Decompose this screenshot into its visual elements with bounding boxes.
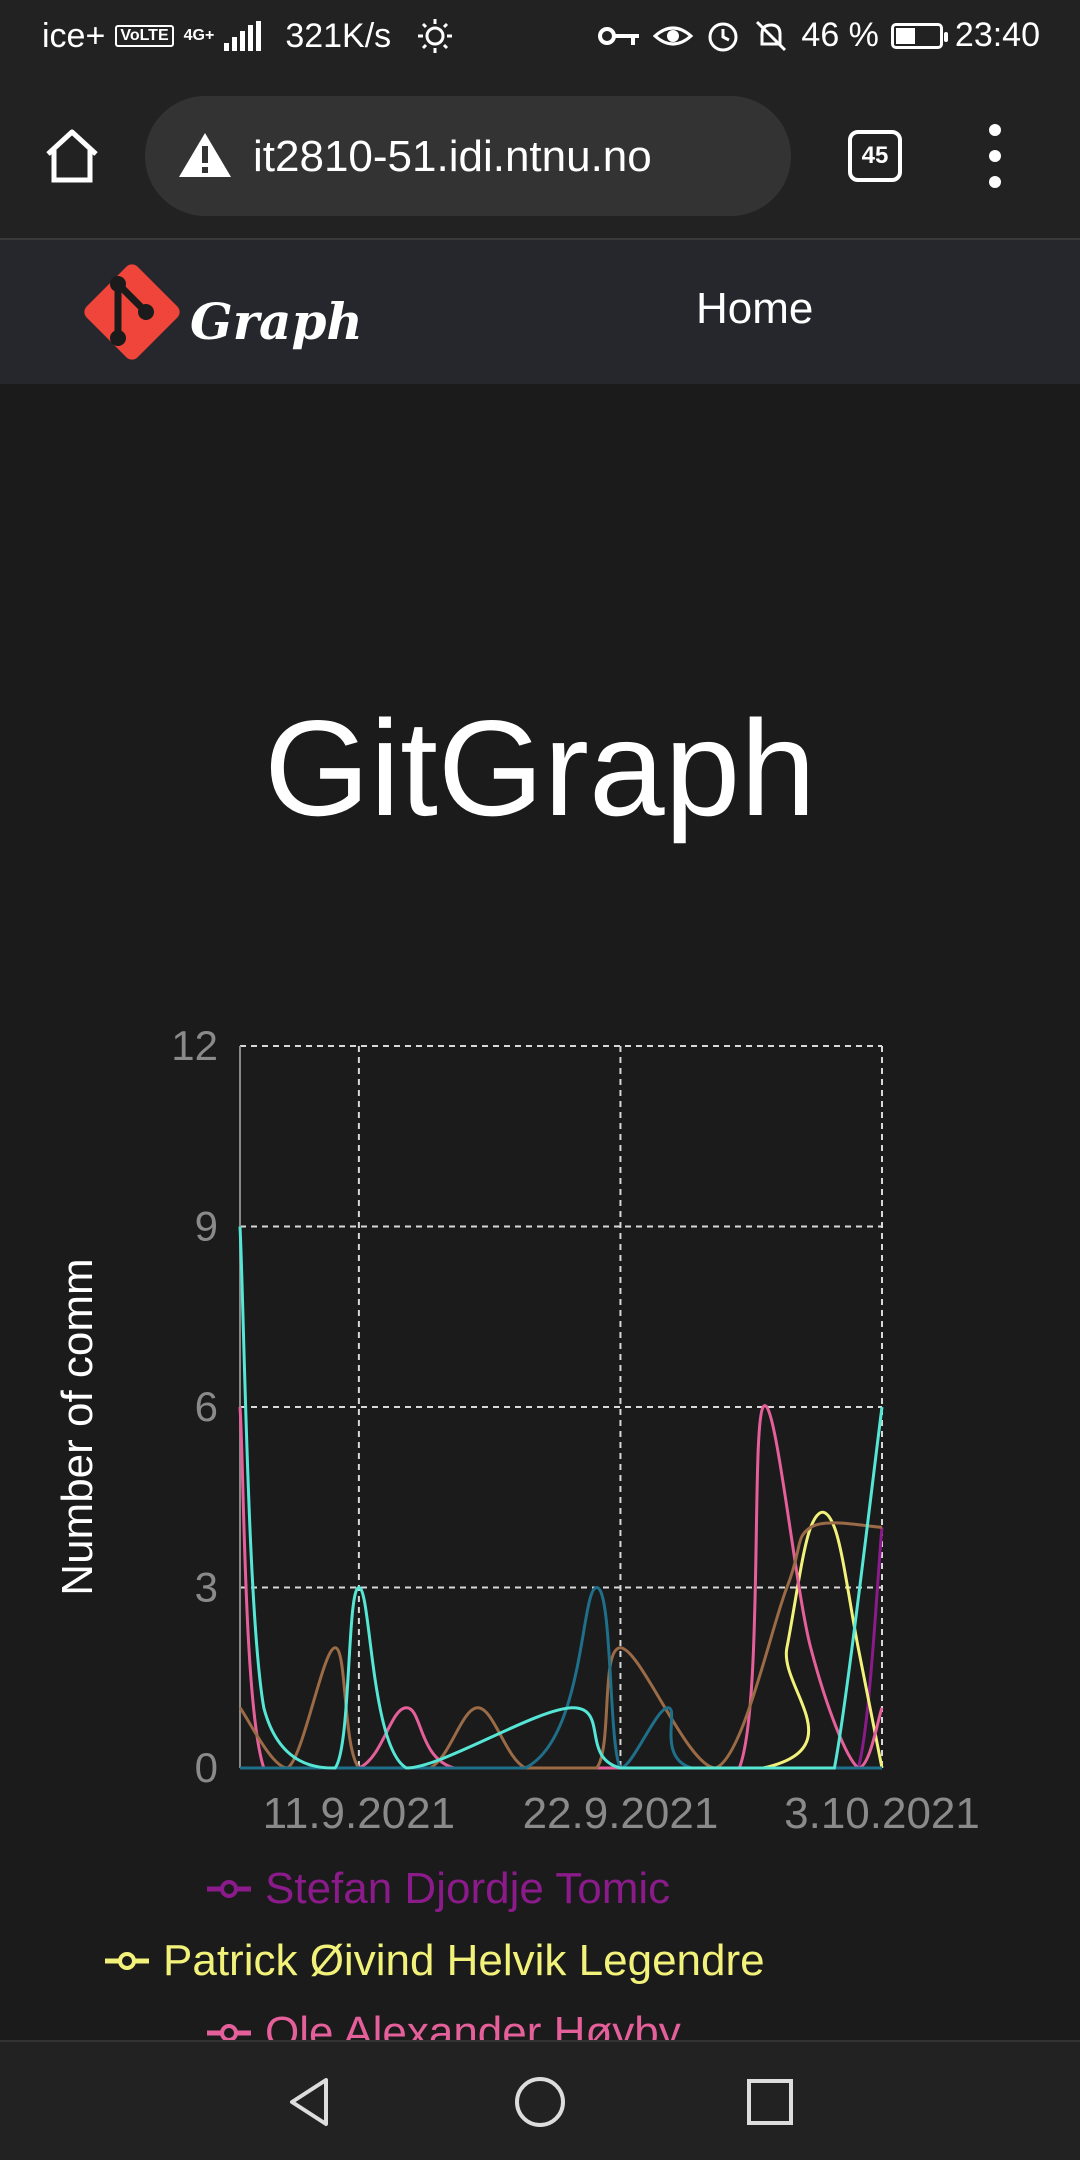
y-tick-label: 12 [171, 1022, 218, 1069]
y-tick-label: 0 [195, 1744, 218, 1791]
system-navbar [0, 2040, 1080, 2160]
nav-home-link[interactable]: Home [696, 284, 814, 333]
battery-icon [890, 22, 948, 49]
logo-text[interactable]: Graph [190, 292, 363, 351]
brightness-icon [418, 19, 453, 53]
legend-marker-icon [105, 1952, 149, 1970]
app-navbar: Graph Home [0, 240, 1080, 384]
address-bar[interactable]: it2810-51.idi.ntnu.no [145, 96, 791, 216]
y-tick-label: 6 [195, 1383, 218, 1430]
legend-item[interactable]: Patrick Øivind Helvik Legendre [103, 1936, 765, 1986]
volte-badge: VoLTE [115, 25, 174, 47]
legend-marker-icon [207, 1880, 251, 1898]
page-title: GitGraph [264, 692, 816, 844]
battery-percent: 46 % [801, 16, 879, 54]
alarm-icon [708, 22, 738, 51]
series-line [239, 1585, 882, 1770]
y-tick-label: 3 [195, 1564, 218, 1611]
git-logo-icon[interactable] [74, 254, 190, 370]
warning-icon[interactable] [177, 130, 233, 180]
x-tick-label: 11.9.2021 [263, 1789, 455, 1838]
home-circle-icon[interactable] [510, 2072, 570, 2132]
legend-label: Patrick Øivind Helvik Legendre [163, 1936, 765, 1985]
status-bar: ice+ VoLTE 4G+ 321K/s [0, 0, 1080, 72]
status-right: 46 % 23:40 [597, 16, 1040, 55]
x-tick-label: 22.9.2021 [523, 1789, 719, 1838]
legend-item[interactable]: Stefan Djordje Tomic [205, 1864, 670, 1914]
recents-icon[interactable] [740, 2072, 800, 2132]
clock: 23:40 [954, 16, 1040, 54]
mute-bell-icon [756, 20, 787, 51]
network-type: 4G+ [183, 27, 215, 44]
tab-count: 45 [861, 142, 889, 169]
x-tick-label: 3.10.2021 [784, 1789, 980, 1838]
url-text: it2810-51.idi.ntnu.no [253, 132, 652, 181]
series-line [238, 1521, 883, 1770]
signal-icon [224, 21, 262, 51]
y-tick-label: 9 [195, 1203, 218, 1250]
key-icon [598, 26, 640, 45]
tab-switcher-button[interactable]: 45 [848, 130, 902, 182]
eye-icon [653, 26, 694, 45]
commit-line-chart: 0 3 6 9 12 11.9.2021 22.9.2021 3.10.2021 Number … [53, 1022, 980, 1838]
network-speed: 321K/s [285, 16, 392, 55]
series-line [239, 1510, 884, 1770]
browser-toolbar: it2810-51.idi.ntnu.no 45 [0, 72, 1080, 240]
overflow-menu-icon[interactable] [980, 124, 1010, 188]
status-left: ice+ VoLTE 4G+ 321K/s [42, 16, 455, 56]
carrier-label: ice+ [42, 16, 106, 55]
y-axis-label: Number of comm [53, 1258, 102, 1595]
legend-label: Stefan Djordje Tomic [265, 1864, 671, 1913]
back-icon[interactable] [280, 2072, 340, 2132]
series-line [238, 1226, 884, 1770]
home-icon[interactable] [40, 124, 104, 188]
